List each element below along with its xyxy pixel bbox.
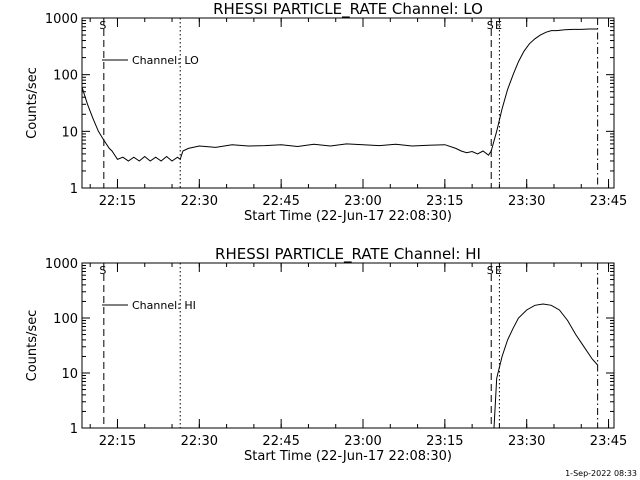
series-line bbox=[81, 28, 598, 162]
x-tick-label: 22:30 bbox=[181, 194, 218, 209]
y-axis-label: Counts/sec bbox=[25, 310, 40, 382]
y-tick-label: 10 bbox=[61, 367, 78, 382]
x-axis-label: Start Time (22-Jun-17 22:08:30) bbox=[244, 449, 452, 464]
event-marker-label: S bbox=[99, 19, 106, 32]
x-tick-label: 22:30 bbox=[181, 434, 218, 449]
x-tick-label: 23:30 bbox=[508, 434, 545, 449]
y-tick-label: 1 bbox=[70, 422, 78, 437]
x-tick-label: 22:45 bbox=[262, 434, 299, 449]
plot-frame bbox=[81, 17, 615, 189]
y-axis-label: Counts/sec bbox=[25, 67, 40, 139]
chart-panel-lo: RHESSI PARTICLE_RATE Channel: LO Start Ti… bbox=[25, 0, 627, 224]
y-tick-label: 10 bbox=[61, 125, 78, 140]
chart-title: RHESSI PARTICLE_RATE Channel: HI bbox=[215, 245, 481, 264]
event-marker-label: S bbox=[99, 264, 106, 277]
x-tick-label: 23:15 bbox=[426, 434, 463, 449]
event-marker-label: E bbox=[495, 19, 502, 32]
x-tick-label: 23:45 bbox=[590, 194, 627, 209]
x-tick-label: 23:00 bbox=[344, 434, 381, 449]
event-marker-label: E bbox=[495, 264, 502, 277]
y-tick-label: 100 bbox=[53, 312, 78, 327]
x-tick-label: 23:00 bbox=[344, 194, 381, 209]
x-tick-label: 23:45 bbox=[590, 434, 627, 449]
y-tick-label: 1000 bbox=[45, 257, 78, 272]
y-tick-label: 1000 bbox=[45, 12, 78, 27]
x-tick-label: 22:15 bbox=[99, 194, 136, 209]
x-axis-label: Start Time (22-Jun-17 22:08:30) bbox=[244, 209, 452, 224]
y-tick-label: 100 bbox=[53, 69, 78, 84]
plot-frame bbox=[81, 262, 615, 429]
legend-entry: Channel: HI bbox=[132, 299, 196, 312]
y-tick-label: 1 bbox=[70, 182, 78, 197]
x-tick-label: 23:30 bbox=[508, 194, 545, 209]
x-tick-label: 22:15 bbox=[99, 434, 136, 449]
footer-timestamp: 1-Sep-2022 08:33 bbox=[565, 469, 637, 478]
chart-panel-hi: RHESSI PARTICLE_RATE Channel: HI Start Ti… bbox=[25, 245, 627, 464]
legend-entry: Channel: LO bbox=[132, 54, 199, 67]
x-tick-label: 22:45 bbox=[262, 194, 299, 209]
event-marker-label: S bbox=[487, 19, 494, 32]
series-line bbox=[493, 303, 598, 429]
x-tick-label: 23:15 bbox=[426, 194, 463, 209]
chart-title: RHESSI PARTICLE_RATE Channel: LO bbox=[213, 0, 483, 19]
event-marker-label: S bbox=[487, 264, 494, 277]
